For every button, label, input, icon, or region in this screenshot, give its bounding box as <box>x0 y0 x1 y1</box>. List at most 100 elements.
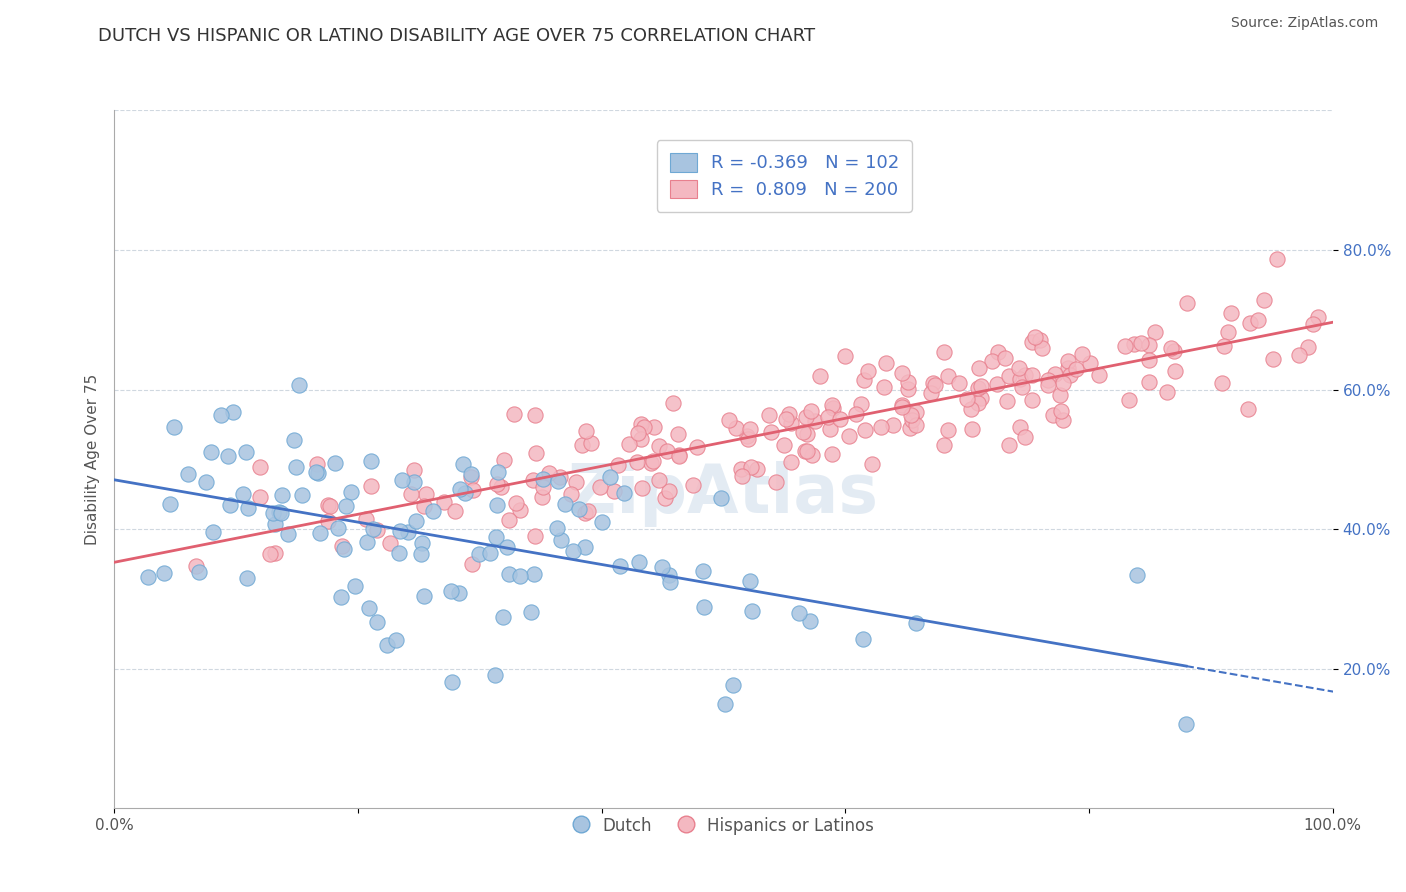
Point <box>853 372 876 386</box>
Point <box>936 368 959 383</box>
Point <box>986 377 1008 392</box>
Point <box>630 417 652 431</box>
Point <box>399 487 422 501</box>
Point <box>332 539 354 553</box>
Point <box>998 438 1021 452</box>
Point <box>325 456 347 470</box>
Point <box>318 498 340 512</box>
Point <box>721 678 744 692</box>
Point <box>1302 318 1324 332</box>
Point <box>1123 337 1146 351</box>
Text: DUTCH VS HISPANIC OR LATINO DISABILITY AGE OVER 75 CORRELATION CHART: DUTCH VS HISPANIC OR LATINO DISABILITY A… <box>98 27 815 45</box>
Point <box>591 515 613 529</box>
Point <box>960 402 983 417</box>
Point <box>1143 325 1166 339</box>
Point <box>641 454 664 468</box>
Point <box>1212 339 1234 353</box>
Point <box>1236 402 1258 417</box>
Point <box>375 638 398 652</box>
Point <box>897 375 920 389</box>
Point <box>433 495 456 509</box>
Point <box>860 457 883 471</box>
Point <box>817 409 839 424</box>
Point <box>217 449 239 463</box>
Point <box>1024 330 1046 344</box>
Point <box>626 455 648 469</box>
Point <box>775 411 797 425</box>
Point <box>804 414 827 428</box>
Point <box>1220 306 1243 320</box>
Point <box>778 407 800 421</box>
Point <box>1218 325 1240 339</box>
Point <box>496 540 519 554</box>
Point <box>617 437 640 451</box>
Point <box>1087 368 1109 382</box>
Point <box>828 411 851 425</box>
Point <box>460 470 482 484</box>
Point <box>821 398 844 412</box>
Point <box>1177 296 1199 310</box>
Point <box>1114 339 1136 353</box>
Point <box>366 523 388 537</box>
Point <box>745 462 768 476</box>
Point <box>546 521 568 535</box>
Point <box>1137 375 1160 389</box>
Point <box>531 472 554 486</box>
Point <box>905 404 928 418</box>
Point <box>780 454 803 468</box>
Point <box>1306 310 1329 324</box>
Point <box>288 378 311 392</box>
Point <box>284 460 307 475</box>
Point <box>1125 568 1147 582</box>
Point <box>799 614 821 628</box>
Point <box>188 565 211 579</box>
Point <box>574 506 596 520</box>
Point <box>485 477 508 491</box>
Point <box>522 473 544 487</box>
Point <box>1050 404 1073 418</box>
Point <box>900 413 922 427</box>
Point <box>412 589 434 603</box>
Point <box>309 525 332 540</box>
Point <box>402 463 425 477</box>
Point <box>967 360 990 375</box>
Point <box>283 434 305 448</box>
Point <box>740 422 762 436</box>
Point <box>845 407 868 421</box>
Point <box>890 366 912 380</box>
Point <box>838 428 860 442</box>
Point <box>759 425 782 440</box>
Point <box>307 467 329 481</box>
Point <box>980 354 1002 368</box>
Point <box>627 555 650 569</box>
Point <box>714 697 737 711</box>
Point <box>221 405 243 419</box>
Point <box>662 396 685 410</box>
Point <box>657 484 679 499</box>
Point <box>987 345 1010 359</box>
Text: Source: ZipAtlas.com: Source: ZipAtlas.com <box>1230 16 1378 29</box>
Point <box>643 420 665 434</box>
Point <box>1059 368 1081 382</box>
Point <box>800 404 823 418</box>
Point <box>818 422 841 436</box>
Point <box>780 416 803 430</box>
Point <box>599 470 621 484</box>
Point <box>537 466 560 480</box>
Point <box>454 486 477 500</box>
Point <box>262 506 284 520</box>
Point <box>159 497 181 511</box>
Point <box>136 570 159 584</box>
Point <box>1253 293 1275 307</box>
Point <box>1211 376 1233 391</box>
Point <box>523 566 546 581</box>
Point <box>1164 364 1187 378</box>
Point <box>1029 333 1052 347</box>
Point <box>531 490 554 504</box>
Point <box>449 586 471 600</box>
Point <box>547 474 569 488</box>
Point <box>498 567 520 582</box>
Point <box>891 398 914 412</box>
Point <box>405 514 427 528</box>
Point <box>765 475 787 489</box>
